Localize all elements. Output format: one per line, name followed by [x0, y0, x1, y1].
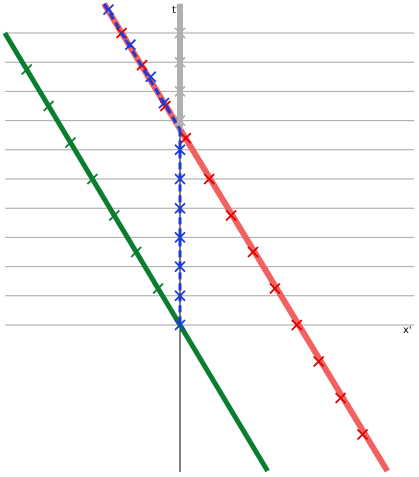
tick-mark-gray: [174, 114, 186, 127]
tick-mark-blue-inbound: [174, 260, 186, 273]
tick-stroke: [21, 63, 33, 76]
tick-mark-blue-inbound: [174, 319, 186, 331]
tick-mark-green: [64, 136, 77, 149]
tick-stroke: [225, 209, 237, 222]
tick-mark-gray: [174, 56, 186, 68]
tick-mark-red: [203, 173, 215, 185]
tick-mark-red: [247, 246, 259, 258]
tick-mark-green: [152, 282, 164, 295]
worldline-green: [2, 31, 270, 473]
tick-stroke: [42, 100, 55, 112]
tick-stroke: [174, 173, 186, 185]
tick-mark-red: [313, 355, 325, 368]
tick-stroke: [64, 136, 77, 149]
tick-mark-blue-outbound: [158, 97, 170, 109]
worldline-gray: [174, 3, 186, 130]
tick-stroke: [313, 355, 325, 368]
axes: t' x': [172, 5, 412, 472]
worldline-blue-outbound: [102, 3, 182, 131]
tick-stroke: [356, 428, 369, 441]
worldline-blue-inbound: [174, 129, 186, 331]
tick-mark-blue-inbound: [174, 290, 186, 302]
tick-mark-red: [269, 282, 281, 295]
tick-stroke: [174, 56, 186, 68]
x-axis-label: x': [403, 325, 412, 336]
tick-stroke: [158, 97, 170, 109]
tick-stroke: [145, 71, 157, 83]
tick-mark-blue-inbound: [174, 144, 186, 156]
tick-stroke: [180, 132, 192, 144]
tick-mark-gray: [174, 27, 186, 39]
tick-mark-blue-inbound: [174, 231, 186, 244]
tick-stroke: [174, 290, 186, 302]
tick-stroke: [174, 85, 186, 98]
tick-stroke: [334, 392, 347, 404]
tick-stroke: [247, 246, 259, 258]
tick-stroke: [203, 173, 215, 185]
tick-mark-green: [42, 100, 55, 112]
tick-stroke: [269, 282, 281, 295]
tick-mark-blue-inbound: [174, 173, 186, 185]
tick-stroke: [86, 173, 99, 185]
tick-mark-green: [108, 209, 120, 222]
tick-stroke: [174, 231, 186, 244]
tick-stroke: [174, 319, 186, 331]
tick-mark-red: [225, 209, 237, 222]
tick-mark-green: [21, 63, 33, 76]
tick-mark-red: [180, 132, 192, 144]
tick-mark-blue-outbound: [102, 4, 115, 16]
tick-stroke: [124, 39, 136, 51]
worldlines: [2, 2, 390, 473]
tick-mark-red: [334, 392, 347, 404]
t-axis-label: t': [172, 5, 179, 16]
tick-stroke: [174, 144, 186, 156]
tick-mark-blue-outbound: [124, 39, 136, 51]
tick-stroke: [130, 246, 142, 258]
tick-mark-green: [130, 246, 142, 258]
tick-mark-red: [356, 428, 369, 441]
tick-mark-green: [86, 173, 99, 185]
tick-stroke: [291, 319, 303, 331]
tick-mark-gray: [174, 85, 186, 98]
tick-stroke: [174, 114, 186, 127]
tick-stroke: [174, 27, 186, 39]
tick-mark-red: [291, 319, 303, 331]
tick-stroke: [174, 202, 186, 214]
worldline-blue-outbound-line: [102, 3, 182, 131]
tick-stroke: [108, 209, 120, 222]
tick-mark-blue-inbound: [174, 202, 186, 214]
tick-stroke: [159, 100, 172, 112]
tick-stroke: [102, 4, 115, 16]
tick-mark-blue-outbound: [145, 71, 157, 83]
tick-stroke: [152, 282, 164, 295]
tick-stroke: [174, 260, 186, 273]
